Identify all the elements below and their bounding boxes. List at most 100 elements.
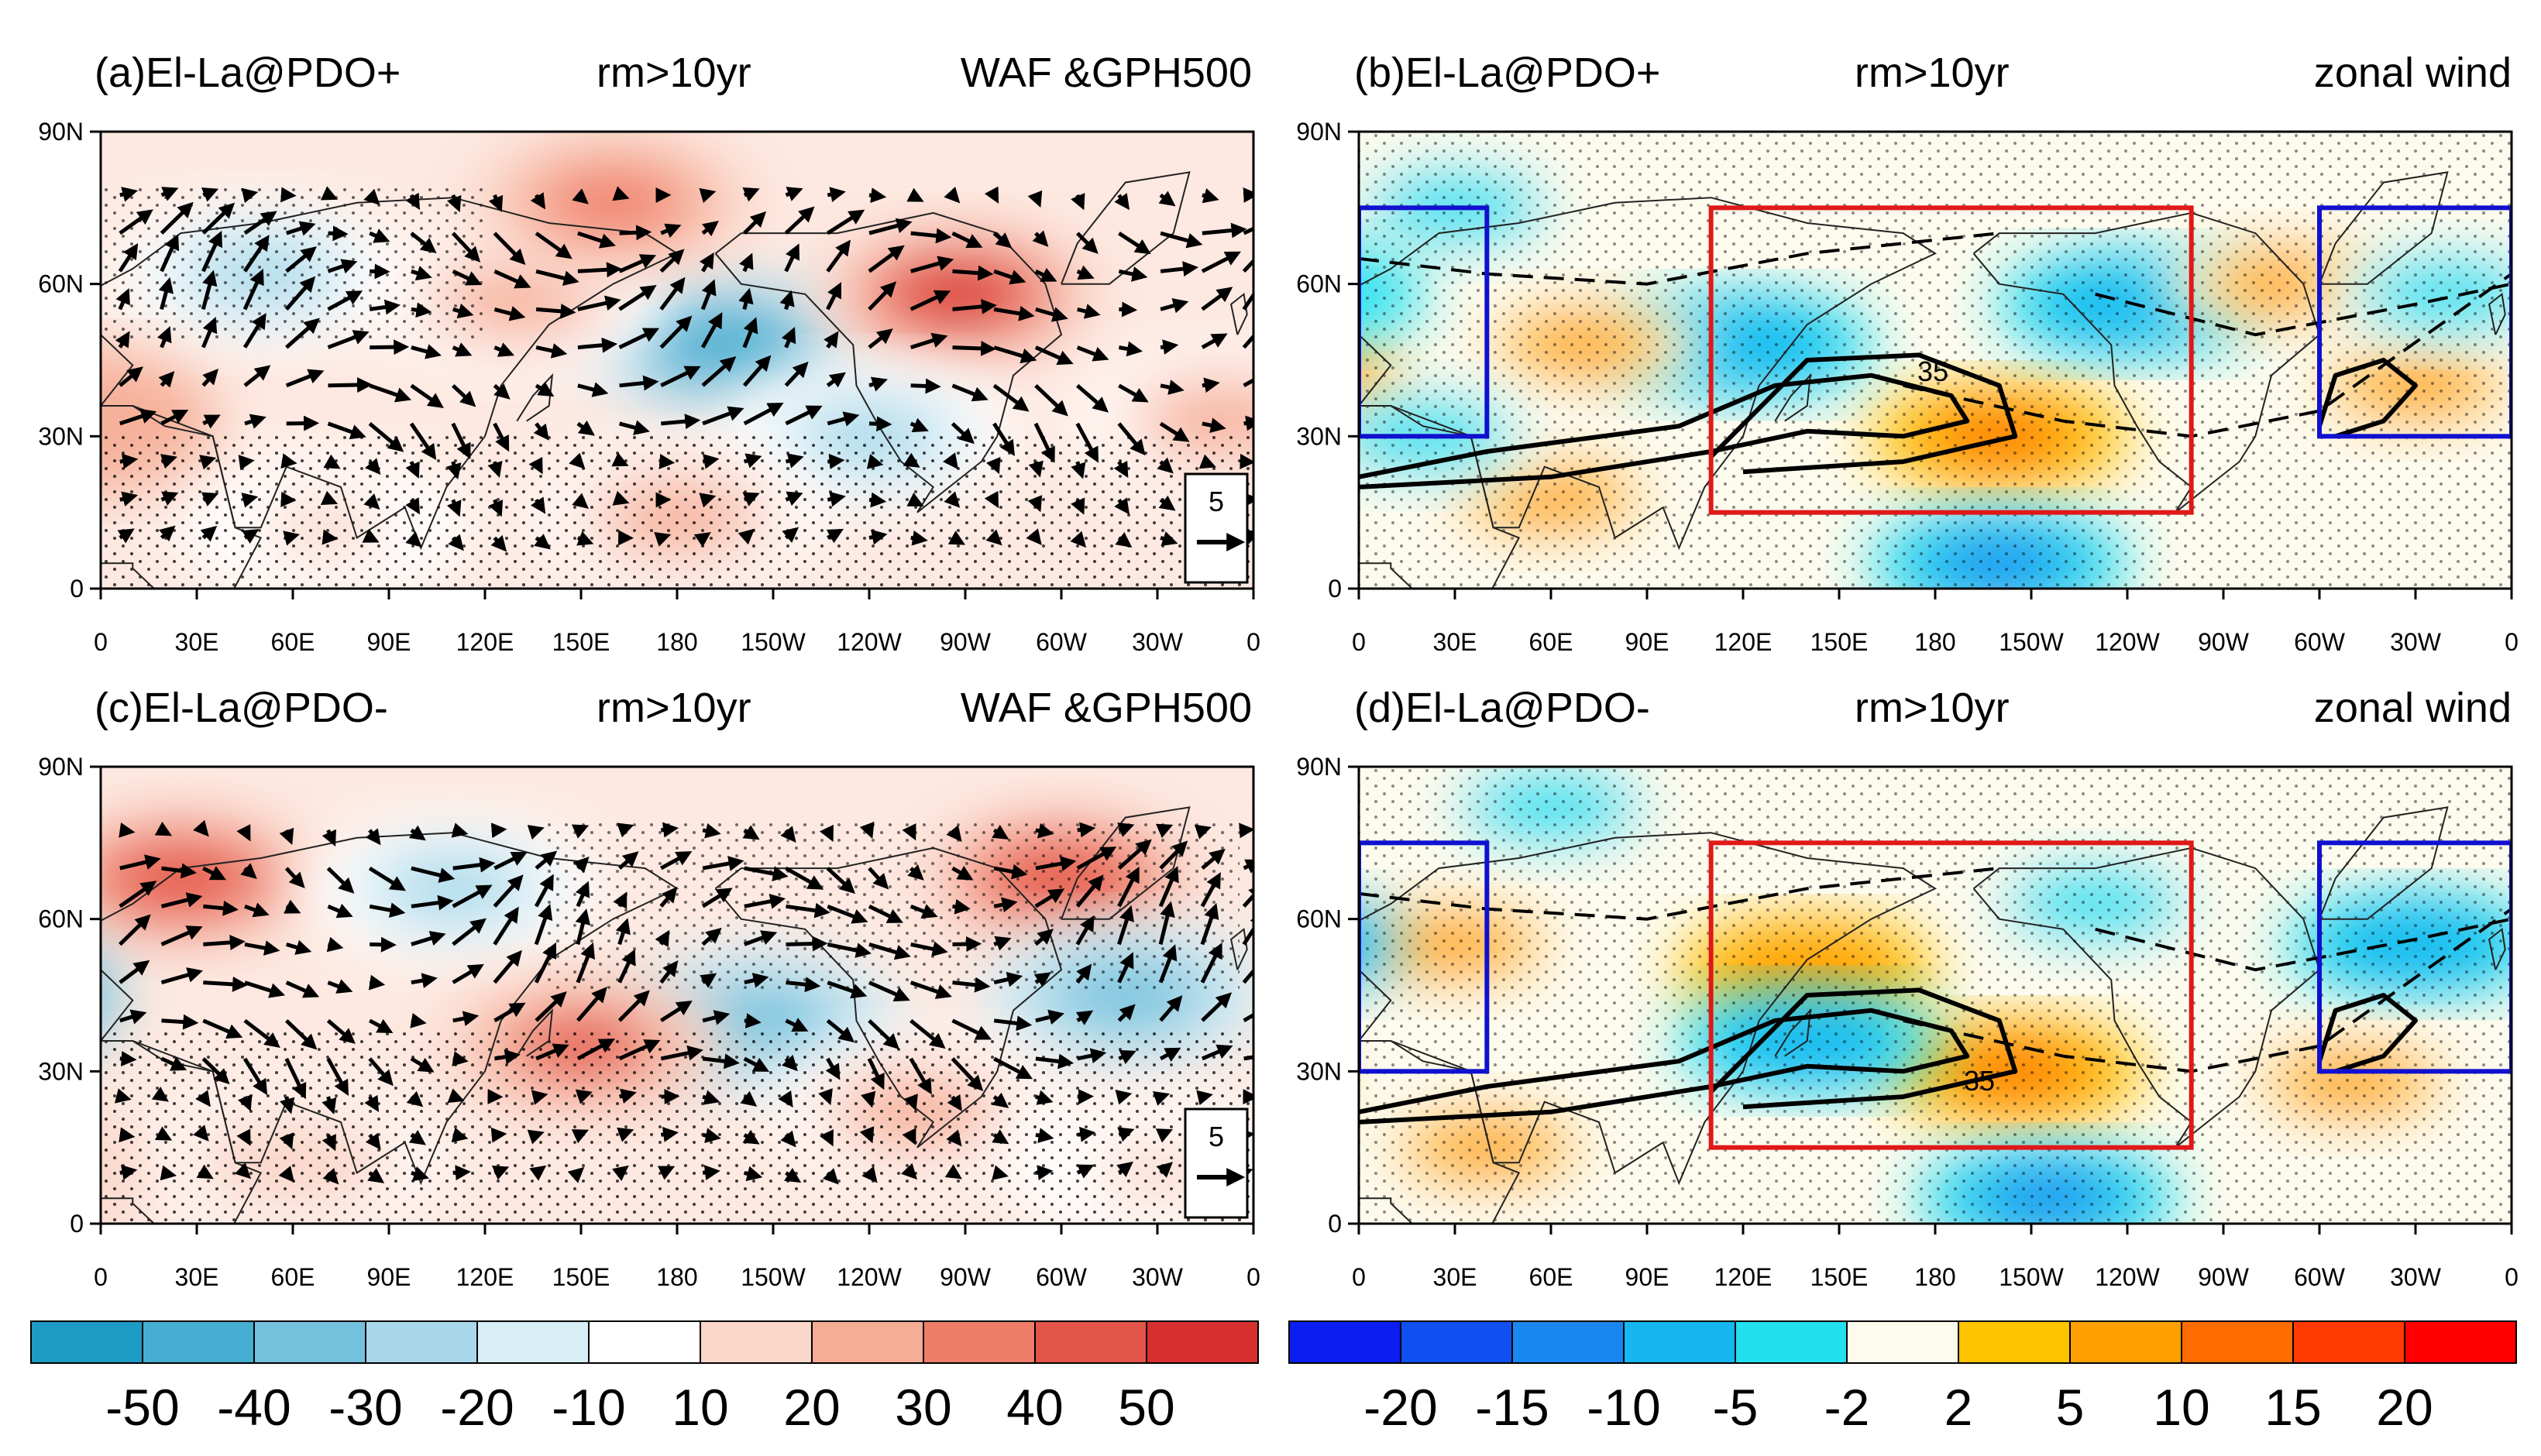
panel-c-waf-vector-60 [279,1096,295,1114]
panel-c-waf-vector-17 [822,1168,839,1185]
panel-c-waf-vector-48 [946,1129,962,1147]
panel-c-waf-vector-197 [160,892,203,908]
gph500-label-5: 10 [672,1379,728,1436]
panel-a-waf-vector-113 [158,371,175,388]
panel-c-waf-vector-255 [236,824,251,842]
panel-c-waf-vector-46 [859,1126,875,1144]
panel-c-waf-vector-134 [1035,1009,1065,1025]
zonal_wind-swatch-10 [2404,1320,2517,1364]
panel-c-waf-vector-121 [493,1002,526,1022]
gph500-swatch-8 [923,1320,1036,1364]
panel-c-vector-reference-label: 5 [1209,1121,1224,1152]
panel-c-waf-vector-57 [151,1087,169,1102]
panel-c-waf-vector-239 [744,866,789,881]
panel-c-waf-vector-175 [411,930,446,946]
panel-d-x-tick-label-6: 180 [1914,1263,1955,1291]
panel-a-waf-vector-115 [243,365,271,387]
panel-a-waf-vector-112 [119,366,143,387]
panel-d-x-tick-label-2: 60E [1529,1263,1573,1291]
panel-c-waf-vector-166 [1200,943,1222,984]
gph500-swatch-1 [142,1320,255,1364]
panel-a-waf-vector-206 [535,269,579,287]
panel-c-waf-vector-153 [659,960,679,984]
panel-a-waf-vector-24 [1115,532,1133,548]
panel-a-waf-vector-6 [362,528,380,543]
panel-a-waf-vector-263 [572,188,589,204]
panel-a-x-tick-label-3: 90E [367,628,411,656]
panel-a-waf-vector-243 [910,228,952,244]
panel-c-waf-vector-28 [119,1127,136,1143]
panel-c-waf-vector-202 [369,902,406,919]
panel-a-waf-vector-37 [488,499,504,517]
panel-a-waf-vector-238 [701,221,719,237]
panel-c-waf-vector-10 [529,1165,547,1181]
panel-a-waf-vector-148 [452,342,473,357]
panel-c-waf-vector-18 [861,1166,878,1183]
panel-a-waf-vector-247 [1075,232,1099,254]
panel-c-waf-vector-113 [161,1014,199,1030]
panel-c-waf-vector-168 [119,914,151,946]
panel-c-waf-vector-144 [285,980,320,998]
panel-c-waf-vector-164 [1117,952,1134,984]
panel-c-waf-vector-95 [576,1039,615,1061]
panel-a-waf-vector-157 [824,331,839,349]
gph500-swatch-10 [1146,1320,1259,1364]
colorbar-zonal-wind: -20 -15 -10 -5 -2 2 5 10 15 20 [1288,1320,2517,1436]
panel-a-waf-vector-239 [743,211,767,235]
panel-c-waf-vector-247 [1076,846,1117,871]
panel-a-waf-vector-79 [1071,461,1086,479]
panel-a-waf-vector-107 [1075,422,1099,463]
panel-a-coastline-4 [516,373,554,422]
panel-c-waf-vector-32 [279,1132,294,1150]
panel-c-waf-vector-254 [193,819,209,837]
panel-a-waf-vector-184 [779,290,795,311]
panel-c-waf-vector-245 [993,864,1028,880]
panel-c-waf-vector-109 [1159,1047,1181,1063]
panel-c-coastline-3 [1061,806,1191,920]
panel-c-waf-vector-279 [1239,822,1253,839]
zonal_wind-label-2: -10 [1587,1379,1660,1436]
panel-b-x-tick-label-10: 60W [2294,628,2346,656]
panel-a-waf-vector-198 [201,230,222,273]
panel-a-anomaly-center-2 [811,220,1106,368]
panel-c-waf-vector-146 [368,974,386,991]
panel-a-waf-vector-188 [952,298,997,314]
panel-c-waf-vector-185 [827,942,872,958]
panel-a-waf-vector-138 [1202,377,1220,393]
panel-c-waf-vector-184 [786,936,828,952]
panel-c-waf-vector-34 [365,1132,381,1150]
panel-a-waf-vector-133 [992,383,1030,412]
panel-c-waf-vector-205 [493,874,524,908]
panel-c-waf-vector-98 [702,1053,740,1070]
panel-a-waf-vector-232 [451,232,481,263]
gph500-swatch-3 [365,1320,478,1364]
panel-c-waf-vector-33 [321,1133,336,1152]
panel-a-waf-vector-215 [910,256,954,273]
panel-c-waf-vector-246 [1035,856,1077,872]
panel-c-waf-vector-167 [1242,968,1253,984]
panel-c-waf-vector-15 [744,1166,763,1182]
panel-c-waf-vector-180 [615,918,631,946]
panel-c-waf-vector-221 [1158,866,1179,908]
zonal_wind-swatch-5 [1846,1320,1959,1364]
panel-b-jet-contour-2 [2317,358,2418,439]
panel-b-coastline-2 [1972,211,2321,513]
panel-c-waf-vector-278 [1194,824,1212,840]
panel-a-waf-vector-156 [781,326,796,349]
panel-c-waf-vector-241 [826,867,856,895]
panel-d-axes: 0 30E 60E 90E 120E 150E 180 150W 120W 90W 60W 30W 00… [1296,753,2519,1291]
panel-d-y-tick-label-1: 30N [1296,1057,1342,1085]
panel-c-waf-vector-142 [203,976,249,992]
panel-b-x-tick-label-0: 0 [1352,628,1366,656]
panel-a-waf-vector-15 [738,528,755,545]
panel-c-waf-vector-86 [201,1057,230,1085]
zonal_wind-swatch-9 [2292,1320,2405,1364]
panel-a-waf-vector-273 [984,186,999,204]
panel-a-x-tick-label-7: 150W [741,628,806,656]
panel-c-waf-vector-226 [202,866,227,881]
panel-a-waf-vector-50 [1027,495,1043,513]
panel-b-center-title: rm>10yr [1855,50,2010,96]
panel-a-waf-vector-220 [1118,266,1148,282]
panel-a-waf-vector-29 [160,491,179,506]
